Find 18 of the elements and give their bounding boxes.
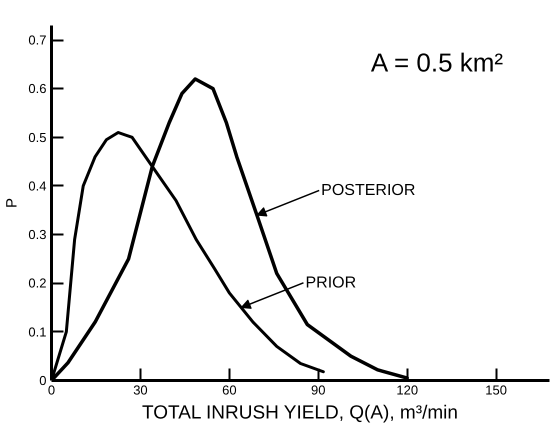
y-tick-label: 0.4 — [28, 178, 47, 194]
annotation: PRIOR — [305, 274, 356, 292]
x-tick-label: 60 — [222, 382, 237, 398]
annotation: A = 0.5 km² — [370, 48, 504, 78]
y-tick-label: 0.7 — [28, 32, 47, 48]
annotation: POSTERIOR — [321, 182, 416, 199]
y-tick-label: 0 — [39, 373, 47, 388]
x-axis-title: TOTAL INRUSH YIELD, Q(A), m³/min — [142, 402, 458, 424]
y-tick-label: 0.5 — [28, 130, 47, 145]
y-tick-label: 0.3 — [28, 227, 47, 242]
y-tick-label: 0.2 — [28, 276, 47, 291]
x-tick-label: 120 — [396, 382, 418, 398]
x-tick-label: 30 — [133, 382, 148, 398]
y-axis-title: P — [3, 198, 20, 208]
x-tick-label: 150 — [485, 382, 507, 398]
x-tick-label: 90 — [311, 382, 326, 398]
y-tick-label: 0.1 — [28, 324, 47, 340]
y-tick-label: 0.6 — [28, 81, 47, 96]
